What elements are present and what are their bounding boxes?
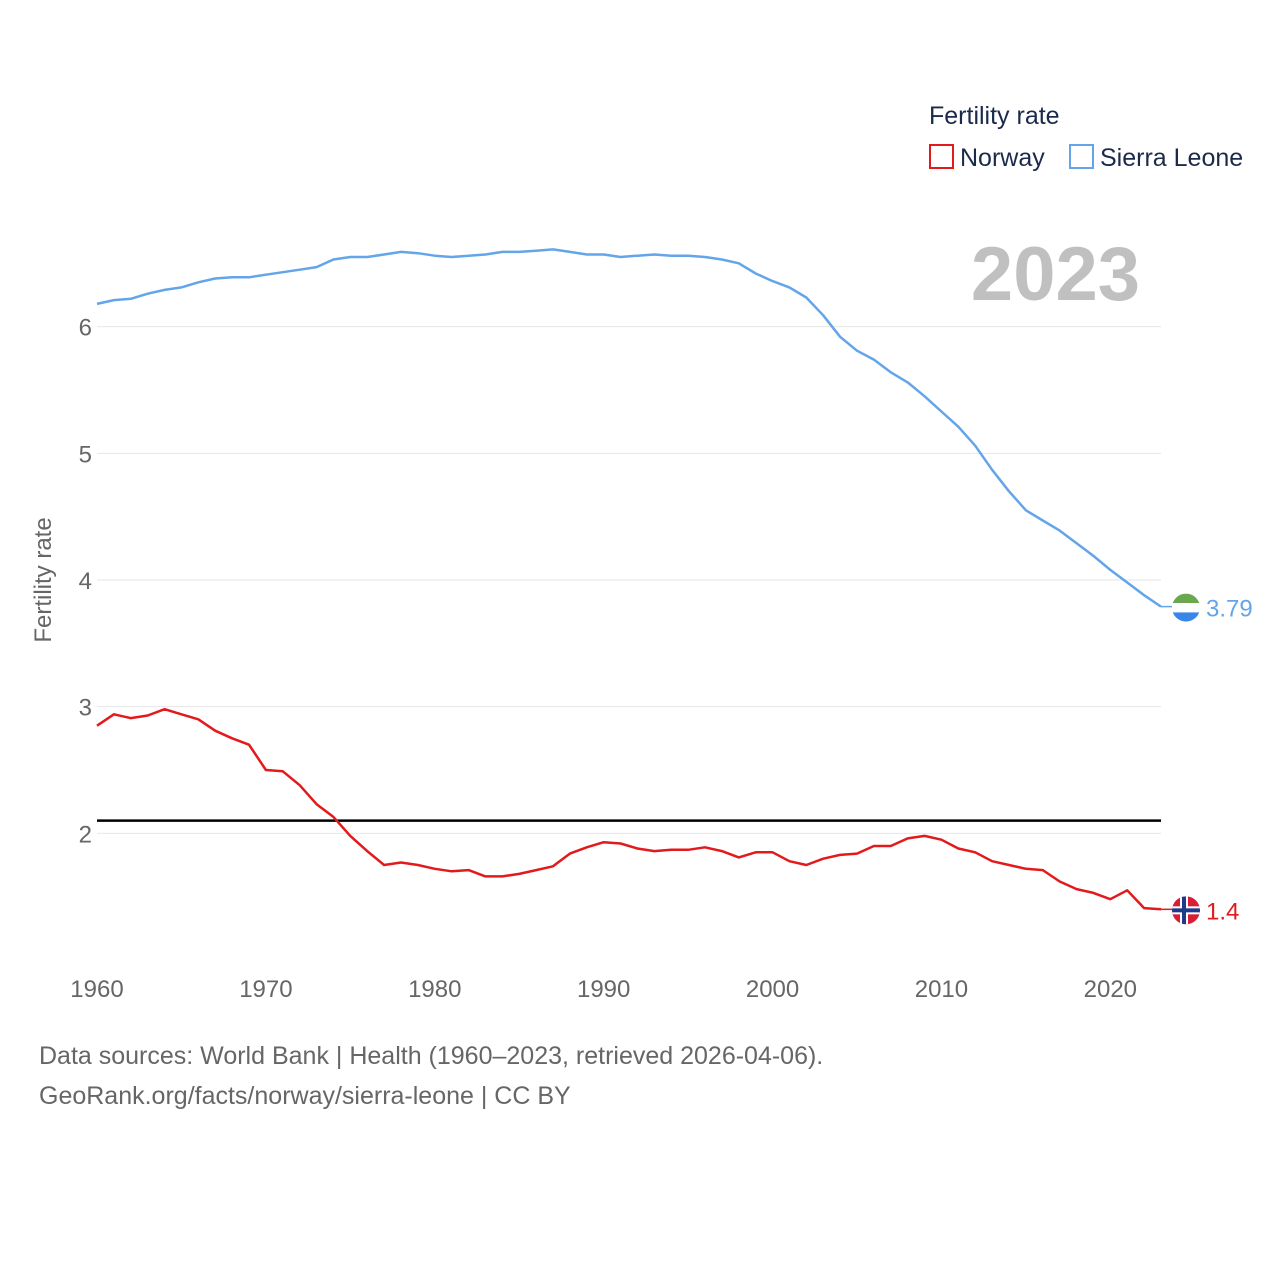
y-tick-4: 4 — [79, 568, 92, 595]
x-tick-1960: 1960 — [70, 976, 123, 1003]
x-tick-2020: 2020 — [1084, 976, 1137, 1003]
x-tick-2010: 2010 — [915, 976, 968, 1003]
legend-items: Norway Sierra Leone — [929, 144, 1243, 172]
legend: Fertility rate Norway Sierra Leone — [929, 102, 1243, 172]
legend-title: Fertility rate — [929, 102, 1060, 130]
legend-label-norway: Norway — [960, 144, 1045, 172]
y-tick-3: 3 — [79, 695, 92, 722]
y-tick-5: 5 — [79, 441, 92, 468]
end-markers: 1.4 3.79 — [1161, 593, 1253, 925]
x-tick-2000: 2000 — [746, 976, 799, 1003]
series-line-norway — [96, 707, 1162, 911]
y-axis-label: Fertility rate — [30, 517, 57, 642]
legend-label-sierra-leone: Sierra Leone — [1100, 144, 1243, 172]
x-tick-1980: 1980 — [408, 976, 461, 1003]
y-tick-2: 2 — [79, 821, 92, 848]
data-source-line: Data sources: World Bank | Health (1960–… — [39, 1042, 824, 1070]
y-tick-6: 6 — [79, 315, 92, 342]
flag-sierra-leone-icon — [1172, 593, 1200, 622]
series-line-sierra-leone — [96, 248, 1162, 608]
flag-norway-icon — [1172, 896, 1200, 925]
year-label: 2023 — [971, 232, 1140, 317]
grid-lines — [97, 326, 1161, 834]
series-lines — [96, 248, 1162, 911]
attribution-link[interactable]: GeoRank.org/facts/norway/sierra-leone | … — [39, 1082, 571, 1110]
x-tick-1970: 1970 — [239, 976, 292, 1003]
legend-swatch-norway — [929, 144, 954, 169]
x-tick-1990: 1990 — [577, 976, 630, 1003]
end-label-norway: 1.4 — [1206, 898, 1239, 925]
legend-swatch-sierra-leone — [1069, 144, 1094, 169]
x-axis-ticks: 1960 1970 1980 1990 2000 2010 2020 — [70, 976, 1137, 1003]
y-axis-ticks: 2 3 4 5 6 — [79, 315, 92, 849]
end-label-sierra-leone: 3.79 — [1206, 596, 1253, 623]
